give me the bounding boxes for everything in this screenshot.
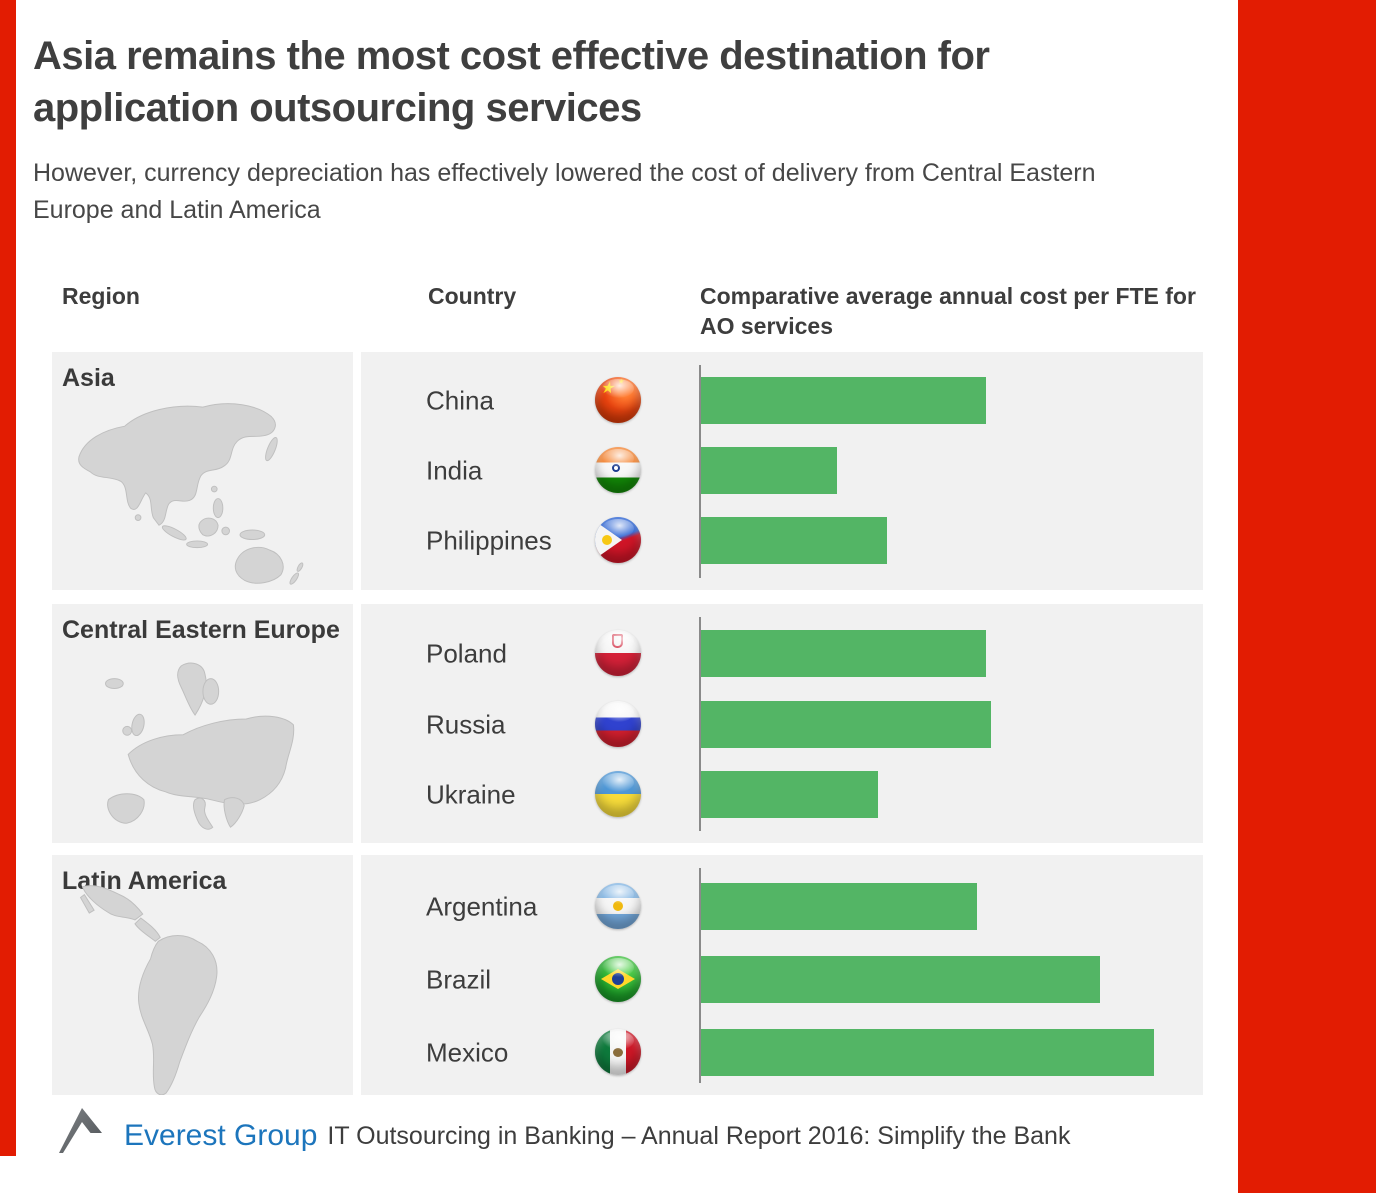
table-row: India: [361, 447, 1203, 494]
everest-group-brand: Everest Group: [124, 1119, 318, 1152]
region-section-central-eastern-europe: Central Eastern Europe Poland Rus: [52, 604, 1203, 843]
baseline-axis: [699, 365, 701, 578]
column-header-country: Country: [428, 283, 517, 309]
brazil-flag-icon: [595, 956, 641, 1002]
india-flag-icon: [595, 447, 641, 493]
argentina-flag-icon: [595, 883, 641, 929]
bar-poland: [701, 630, 986, 677]
country-label: Philippines: [426, 525, 552, 555]
column-header-region: Region: [62, 283, 140, 309]
country-label: Brazil: [426, 964, 492, 994]
report-title: IT Outsourcing in Banking – Annual Repor…: [327, 1122, 1071, 1150]
rows-cell-asia: China India Philippines: [361, 352, 1203, 590]
region-label: Central Eastern Europe: [62, 616, 340, 644]
philippines-flag-icon: [595, 517, 641, 563]
left-red-accent-band: [0, 0, 16, 1156]
bar-india: [701, 447, 837, 494]
table-row: Mexico: [361, 1029, 1203, 1076]
country-label: India: [426, 455, 483, 485]
bar-brazil: [701, 956, 1100, 1003]
right-red-accent-band: [1238, 0, 1376, 1193]
bar-philippines: [701, 517, 887, 564]
page-title: Asia remains the most cost effective des…: [33, 34, 990, 130]
table-row: Philippines: [361, 517, 1203, 564]
country-label: Argentina: [426, 891, 538, 921]
rows-cell-cee: Poland Russia Ukraine: [361, 604, 1203, 843]
region-label: Asia: [62, 364, 115, 392]
region-cell-latam: Latin America: [52, 855, 353, 1095]
page-subtitle: However, currency depreciation has effec…: [33, 159, 1096, 224]
ukraine-flag-icon: [595, 771, 641, 817]
region-section-asia: Asia China: [52, 352, 1203, 590]
table-row: Russia: [361, 701, 1203, 748]
asia-map: [78, 403, 304, 585]
russia-flag-icon: [595, 701, 641, 747]
europe-map: [105, 662, 295, 830]
bar-mexico: [701, 1029, 1154, 1076]
baseline-axis: [699, 868, 701, 1083]
poland-flag-icon: [595, 630, 641, 676]
country-label: China: [426, 385, 494, 415]
region-cell-asia: Asia: [52, 352, 353, 590]
region-section-latin-america: Latin America Argentina Brazil Mexico: [52, 855, 1203, 1095]
footer: Everest Group IT Outsourcing in Banking …: [56, 1106, 1070, 1156]
everest-group-peak-logo-icon: [59, 1108, 102, 1153]
bar-china: [701, 377, 986, 424]
rows-cell-latam: Argentina Brazil Mexico: [361, 855, 1203, 1095]
china-flag-icon: [595, 377, 641, 423]
region-cell-cee: Central Eastern Europe: [52, 604, 353, 843]
bar-ukraine: [701, 771, 878, 818]
bar-russia: [701, 701, 991, 748]
table-row: Poland: [361, 630, 1203, 677]
country-label: Poland: [426, 638, 507, 668]
bar-argentina: [701, 883, 977, 930]
table-row: China: [361, 377, 1203, 424]
country-label: Russia: [426, 709, 506, 739]
baseline-axis: [699, 617, 701, 831]
latin-america-map: [79, 885, 218, 1095]
country-label: Mexico: [426, 1037, 509, 1067]
mexico-flag-icon: [595, 1029, 641, 1075]
table-row: Brazil: [361, 956, 1203, 1003]
column-header-cost: Comparative average annual cost per FTE …: [700, 283, 1196, 339]
table-row: Argentina: [361, 883, 1203, 930]
table-row: Ukraine: [361, 771, 1203, 818]
country-label: Ukraine: [426, 779, 516, 809]
